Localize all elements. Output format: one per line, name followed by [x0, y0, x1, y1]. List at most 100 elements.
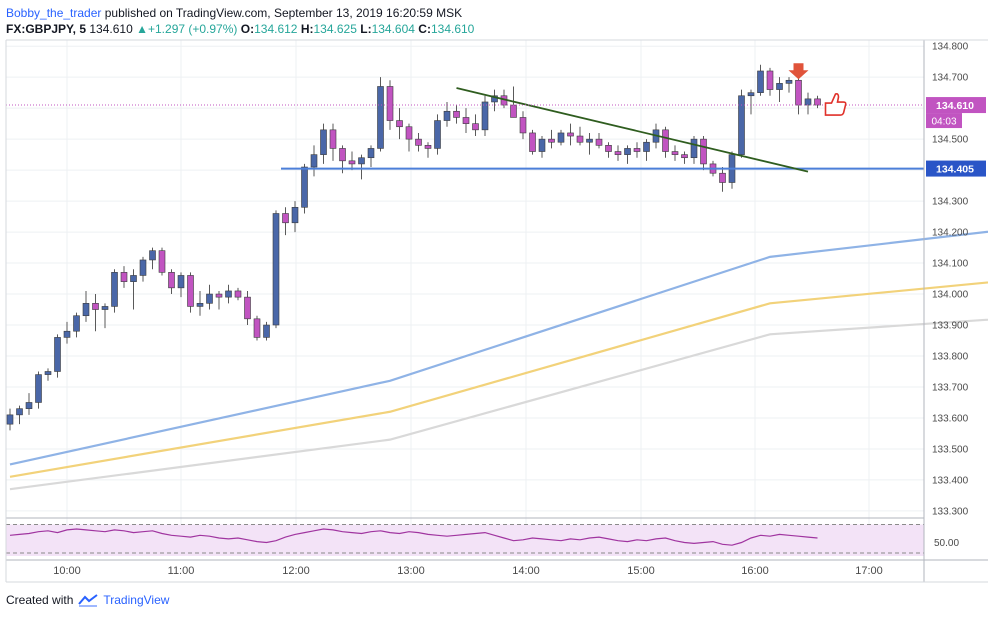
- time-tick-label: 12:00: [282, 565, 310, 577]
- bear-candle: [529, 132, 536, 152]
- down-arrow-icon: [788, 63, 809, 80]
- last-price-tag-label: 134.610: [936, 100, 974, 112]
- bull-candle: [101, 306, 109, 310]
- bull-candle: [643, 141, 650, 152]
- bear-candle: [405, 126, 413, 140]
- bull-candle: [301, 166, 308, 208]
- low-value: 134.604: [371, 22, 415, 36]
- level-price-tag: [926, 160, 986, 177]
- bear-candle: [282, 213, 289, 224]
- bull-candle: [481, 101, 489, 131]
- bear-candle: [462, 117, 470, 124]
- rsi-band-fill: [6, 524, 924, 556]
- bull-candle: [82, 303, 90, 317]
- price-tick-label: 133.800: [932, 352, 969, 363]
- bear-candle: [595, 138, 603, 146]
- bear-candle: [92, 303, 99, 310]
- price-tick-label: 134.800: [932, 42, 969, 53]
- price-tick-label: 133.900: [932, 321, 969, 332]
- price-tick-label: 133.700: [932, 382, 969, 393]
- bull-candle: [54, 337, 61, 372]
- bull-candle: [776, 83, 783, 90]
- high-label: H:: [300, 22, 314, 36]
- bear-candle: [339, 148, 346, 162]
- bear-candle: [120, 272, 128, 282]
- time-tick-label: 10:00: [53, 565, 81, 577]
- bull-candle: [491, 95, 498, 103]
- bear-candle: [215, 293, 223, 298]
- price-tick-label: 134.100: [932, 259, 969, 270]
- high-value: 134.625: [313, 22, 357, 36]
- bull-candle: [557, 132, 565, 143]
- moving-average-line: [9, 281, 988, 478]
- bull-candle: [291, 206, 299, 224]
- bull-candle: [358, 157, 365, 165]
- bull-candle: [538, 138, 546, 152]
- footer: Created with TradingView: [6, 593, 169, 607]
- bull-candle: [624, 148, 631, 155]
- bull-candle: [757, 70, 764, 93]
- bear-candle: [187, 275, 194, 307]
- level-price-tag-label: 134.405: [936, 164, 974, 176]
- bear-candle: [472, 123, 479, 131]
- change-value: +1.297 (+0.97%): [148, 22, 238, 36]
- bull-candle: [225, 290, 232, 298]
- bull-candle: [310, 154, 318, 168]
- bear-candle: [814, 98, 821, 106]
- bull-candle: [149, 250, 156, 261]
- open-value: 134.612: [254, 22, 298, 36]
- bear-candle: [424, 145, 432, 149]
- bull-candle: [804, 98, 812, 106]
- low-label: L:: [360, 22, 372, 36]
- bear-candle: [681, 154, 688, 159]
- bear-candle: [329, 129, 337, 149]
- axes: 134.800134.700134.600134.500134.400134.3…: [5, 39, 988, 583]
- rsi-tick-label: 50.00: [934, 538, 959, 549]
- bear-candle: [795, 79, 802, 106]
- bear-candle: [386, 86, 394, 121]
- countdown-tag: [926, 113, 962, 129]
- bull-candle: [16, 408, 23, 416]
- publish-line: Bobby_the_trader published on TradingVie…: [6, 5, 982, 21]
- chart-header: Bobby_the_trader published on TradingVie…: [6, 5, 982, 37]
- bull-candle: [785, 79, 793, 84]
- bull-candle: [73, 315, 80, 332]
- price-tick-label: 134.500: [932, 135, 969, 146]
- bull-candle: [206, 293, 213, 304]
- bull-candle: [44, 371, 52, 375]
- bull-candle: [367, 148, 375, 159]
- bull-candle: [111, 272, 118, 307]
- ohlc-line: FX:GBPJPY, 5 134.610 ▲+1.297 (+0.97%) O:…: [6, 21, 982, 37]
- bear-candle: [510, 104, 517, 118]
- bear-candle: [453, 110, 460, 118]
- tradingview-brand[interactable]: TradingView: [103, 593, 170, 607]
- time-tick-label: 13:00: [397, 565, 425, 577]
- rsi-line: [9, 528, 818, 546]
- up-arrow-icon: ▲: [136, 22, 148, 36]
- close-value: 134.610: [430, 22, 475, 36]
- bull-candle: [377, 86, 384, 149]
- time-tick-label: 15:00: [627, 565, 655, 577]
- bear-candle: [576, 135, 584, 143]
- bear-candle: [662, 129, 669, 152]
- bear-candle: [168, 272, 175, 289]
- bull-candle: [434, 120, 441, 149]
- bear-candle: [519, 117, 527, 134]
- bear-candle: [567, 132, 574, 137]
- price-tick-label: 134.200: [932, 228, 969, 239]
- symbol-label: FX:GBPJPY, 5: [6, 22, 87, 36]
- bear-candle: [605, 145, 612, 152]
- bull-candle: [63, 330, 71, 338]
- bull-candle: [25, 402, 33, 409]
- author-link[interactable]: Bobby_the_trader: [6, 6, 102, 20]
- price-tick-label: 134.000: [932, 290, 969, 301]
- price-tick-label: 134.300: [932, 197, 969, 208]
- price-tick-label: 134.700: [932, 73, 969, 84]
- bear-candle: [253, 318, 261, 338]
- bear-candle: [348, 160, 356, 165]
- bull-candle: [139, 259, 147, 276]
- bear-candle: [671, 151, 679, 155]
- bull-candle: [443, 110, 451, 121]
- bull-candle: [690, 138, 698, 159]
